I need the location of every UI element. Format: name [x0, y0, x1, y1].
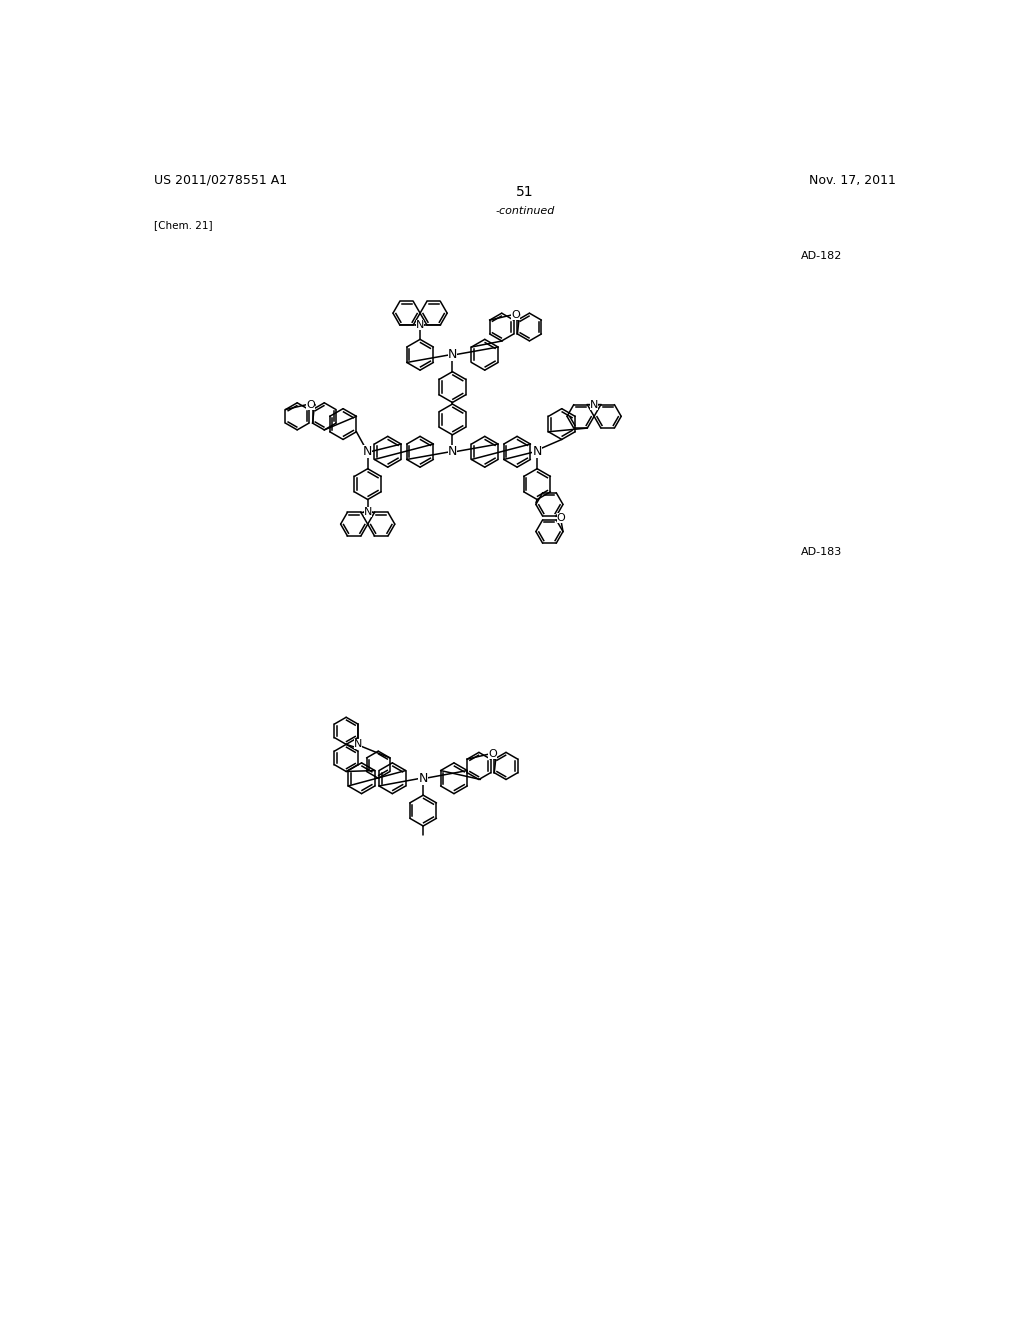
- Text: US 2011/0278551 A1: US 2011/0278551 A1: [154, 174, 287, 187]
- Text: N: N: [364, 445, 373, 458]
- Text: N: N: [416, 319, 424, 330]
- Text: O: O: [488, 750, 497, 759]
- Text: N: N: [419, 772, 428, 785]
- Text: O: O: [306, 400, 315, 409]
- Text: -continued: -continued: [496, 206, 554, 216]
- Text: N: N: [353, 739, 362, 750]
- Text: N: N: [447, 348, 457, 362]
- Text: [Chem. 21]: [Chem. 21]: [154, 220, 212, 230]
- Text: AD-182: AD-182: [801, 251, 842, 261]
- Text: O: O: [557, 513, 565, 523]
- Text: N: N: [590, 400, 598, 409]
- Text: N: N: [364, 507, 372, 517]
- Text: N: N: [532, 445, 542, 458]
- Text: 51: 51: [516, 185, 534, 198]
- Text: O: O: [511, 310, 520, 319]
- Text: AD-183: AD-183: [801, 548, 842, 557]
- Text: N: N: [447, 445, 457, 458]
- Text: Nov. 17, 2011: Nov. 17, 2011: [809, 174, 896, 187]
